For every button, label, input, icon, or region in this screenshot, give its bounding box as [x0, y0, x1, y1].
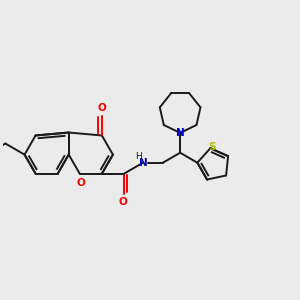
Text: O: O [76, 178, 85, 188]
Text: N: N [139, 158, 147, 168]
Text: N: N [176, 128, 184, 138]
Text: O: O [118, 197, 127, 207]
Text: O: O [98, 103, 106, 112]
Text: H: H [135, 152, 142, 161]
Text: S: S [208, 142, 216, 152]
